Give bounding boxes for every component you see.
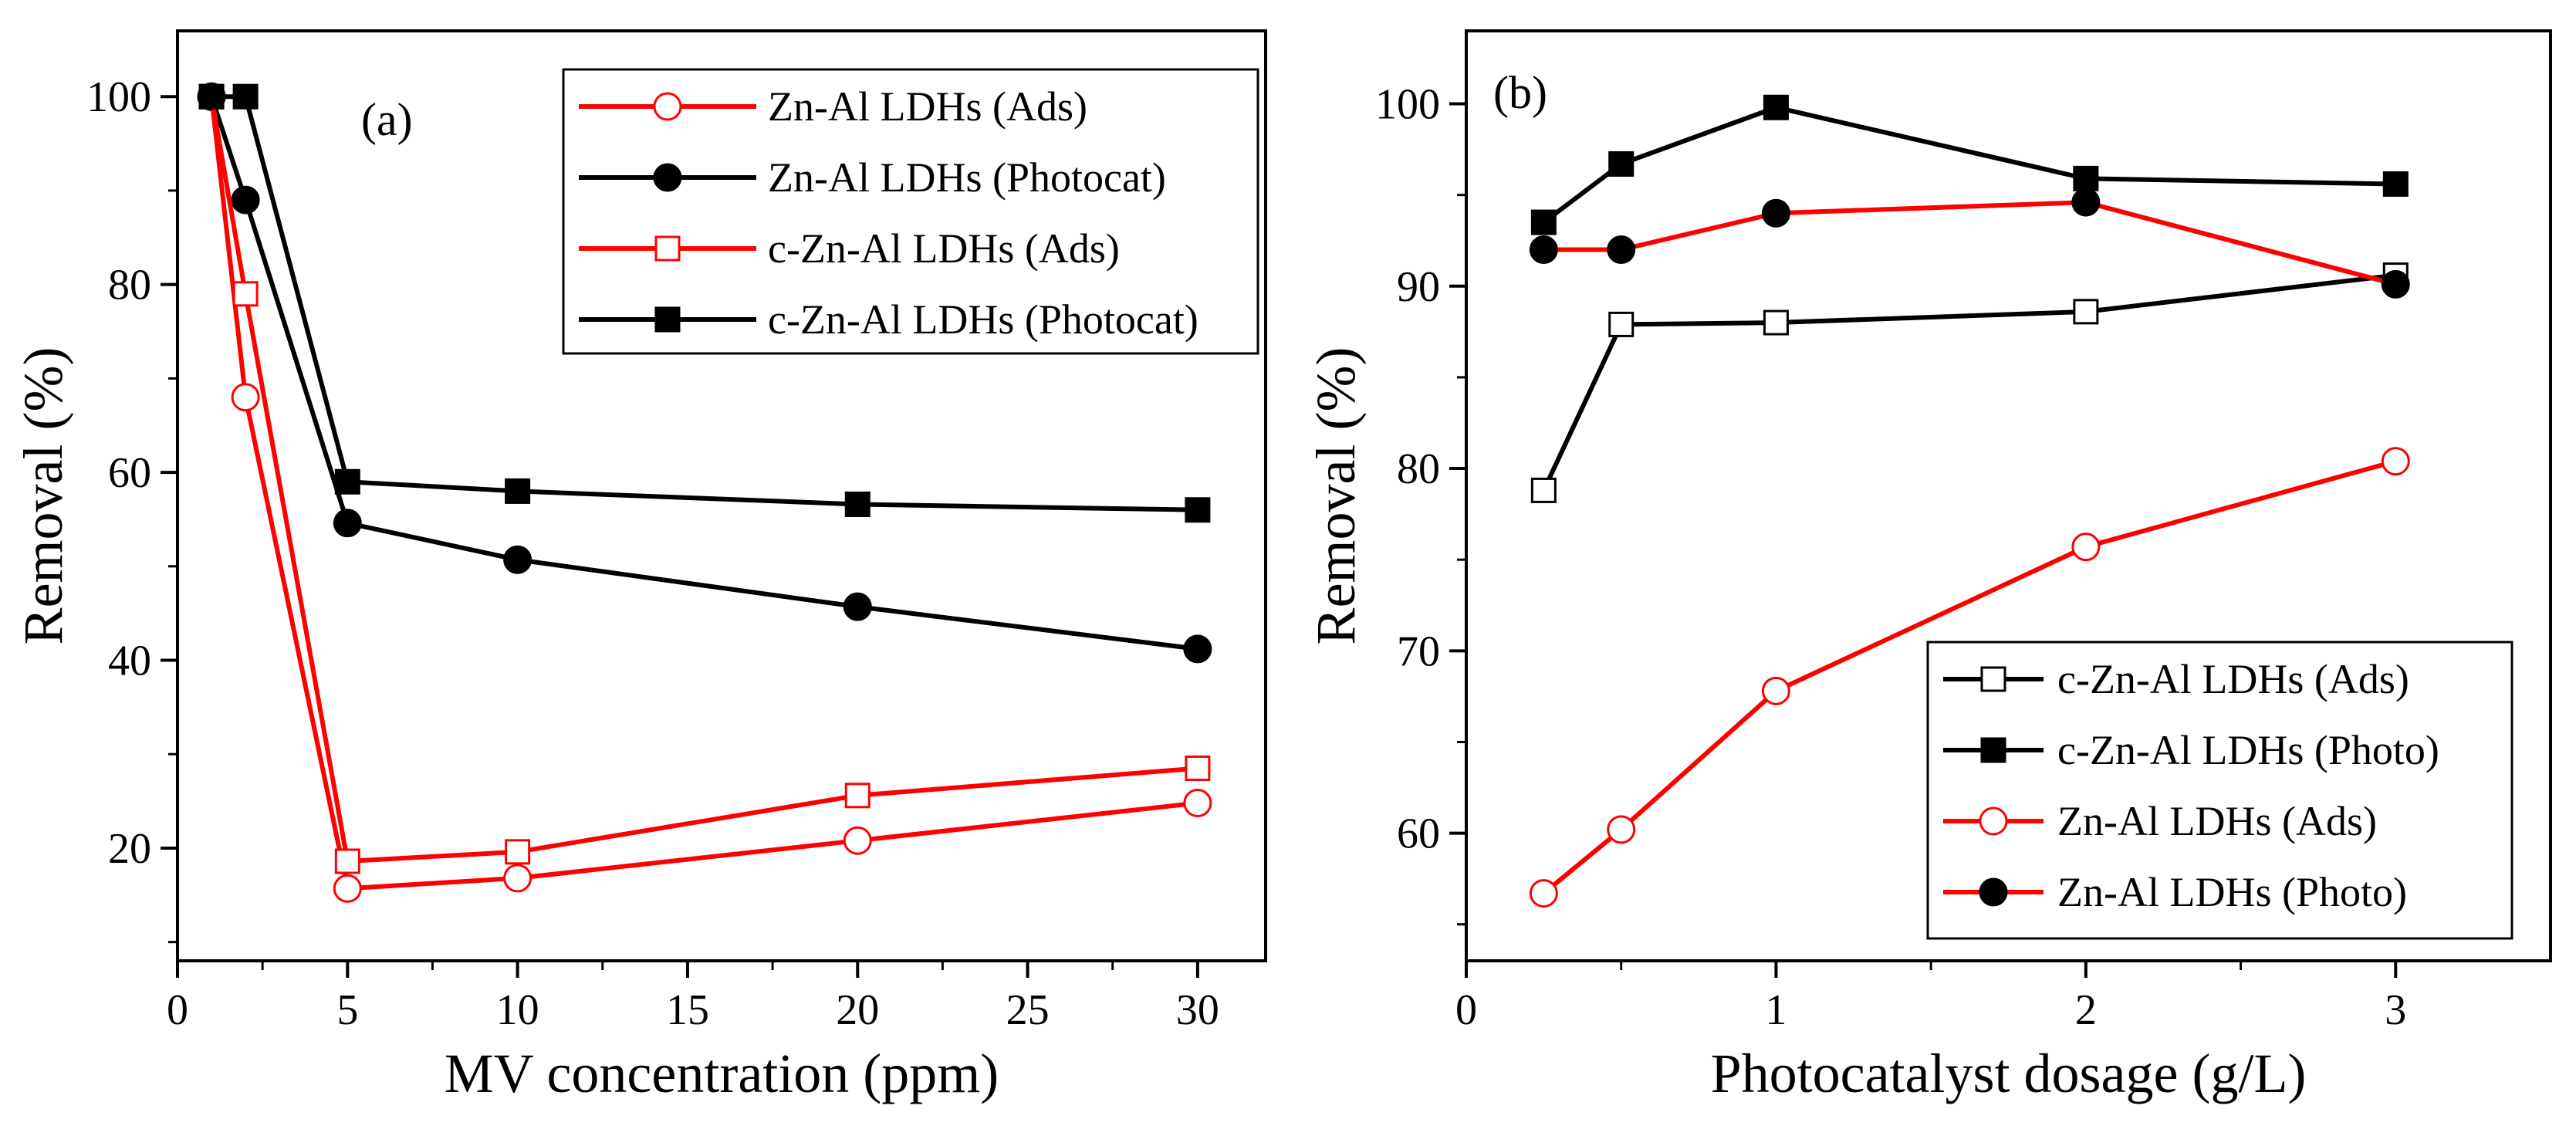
data-point (333, 509, 362, 538)
data-point (503, 545, 532, 574)
data-point (232, 83, 259, 110)
y-tick-label: 60 (108, 449, 151, 497)
y-tick-label: 100 (86, 73, 151, 121)
x-axis-title: Photocatalyst dosage (g/L) (1711, 1043, 2307, 1104)
data-point (231, 383, 260, 412)
data-point (843, 592, 872, 621)
data-point (1761, 198, 1790, 228)
data-point (505, 839, 531, 865)
data-point (1183, 789, 1212, 818)
data-point (1763, 309, 1789, 336)
x-tick-label: 20 (836, 986, 879, 1034)
data-point (1529, 235, 1558, 265)
x-tick-label: 0 (1455, 986, 1477, 1034)
data-point (1607, 235, 1636, 265)
series-line-0 (209, 96, 1198, 891)
data-point (503, 864, 532, 893)
y-tick-label: 80 (108, 262, 151, 309)
data-point (2073, 165, 2099, 191)
data-point (1608, 311, 1635, 337)
data-point (2382, 171, 2409, 197)
legend-marker (653, 92, 682, 121)
legend-marker (653, 163, 682, 192)
plot-frame (1465, 29, 2552, 962)
y-tick-label: 80 (1397, 445, 1440, 493)
data-point (1608, 150, 1635, 177)
legend-entry: Zn-Al LDHs (Photocat) (768, 154, 1166, 201)
x-tick-label: 30 (1176, 986, 1219, 1034)
panel-a: 0 5 10 15 20 25 30 20 40 60 80 100 MV concentration … (12, 29, 1267, 1104)
legend-marker (1979, 877, 2008, 907)
panel-label: (b) (1493, 67, 1547, 118)
series-line-0 (1541, 272, 2396, 492)
x-tick-label: 2 (2075, 986, 2097, 1034)
plot-frame (176, 29, 1267, 962)
legend-marker (1980, 737, 2006, 763)
data-point (2071, 532, 2101, 562)
y-tick-label: 60 (1397, 810, 1440, 858)
data-point (1763, 94, 1789, 120)
legend-marker (1979, 806, 2008, 836)
series-line-1 (209, 96, 1198, 651)
data-point (333, 874, 362, 903)
data-point (844, 491, 870, 517)
data-point (1530, 477, 1557, 503)
legend-box (562, 68, 1259, 355)
legend-entry: c-Zn-Al LDHs (Photo) (2057, 727, 2439, 773)
x-tick-label: 25 (1006, 986, 1050, 1034)
data-point (1185, 755, 1211, 781)
data-point (843, 826, 872, 855)
legend-entry: Zn-Al LDHs (Ads) (768, 83, 1087, 130)
legend-box (1926, 641, 2513, 940)
data-point (1761, 676, 1790, 705)
y-axis-title: Removal (%) (1305, 347, 1367, 645)
legend-marker (654, 306, 681, 333)
data-point (198, 83, 225, 110)
data-point (1607, 815, 1636, 844)
data-point (844, 783, 870, 809)
data-point (232, 281, 259, 307)
legend-entry: c-Zn-Al LDHs (Photocat) (768, 296, 1198, 343)
y-tick-label: 90 (1397, 263, 1440, 311)
data-point (2381, 269, 2410, 299)
data-point (1183, 634, 1212, 664)
legend-entry: c-Zn-Al LDHs (Ads) (2057, 656, 2409, 702)
data-point (231, 185, 260, 215)
data-point (2073, 299, 2099, 325)
panel-label: (a) (361, 94, 413, 145)
legend-entry: Zn-Al LDHs (Photo) (2057, 869, 2407, 915)
y-tick-label: 20 (108, 825, 151, 873)
data-point (334, 848, 360, 874)
x-tick-label: 0 (167, 986, 188, 1034)
legend-entry: Zn-Al LDHs (Ads) (2057, 798, 2377, 844)
y-tick-label: 100 (1375, 81, 1440, 129)
legend-marker (1980, 666, 2006, 692)
data-point (1530, 209, 1557, 235)
series-line-2 (209, 96, 1198, 864)
data-point (334, 468, 360, 495)
series-line-3 (1543, 200, 2397, 287)
data-point (1529, 879, 1558, 908)
x-tick-label: 5 (336, 986, 358, 1034)
legend-marker (654, 235, 681, 262)
panel-b: 0 1 2 3 60 70 80 90 100 Photocatalyst dosage (g/L… (1305, 29, 2552, 1104)
legend-entry: c-Zn-Al LDHs (Ads) (768, 225, 1120, 272)
data-point (2071, 188, 2101, 217)
x-tick-label: 10 (496, 986, 539, 1034)
data-point (1185, 497, 1211, 523)
y-tick-label: 40 (108, 637, 151, 685)
x-tick-label: 3 (2385, 986, 2406, 1034)
y-tick-label: 70 (1397, 627, 1440, 675)
data-point (505, 478, 531, 504)
data-point (2381, 447, 2410, 476)
y-axis-title: Removal (%) (12, 347, 74, 645)
x-axis-title: MV concentration (ppm) (445, 1043, 999, 1104)
x-tick-label: 1 (1765, 986, 1787, 1034)
x-tick-label: 15 (666, 986, 709, 1034)
